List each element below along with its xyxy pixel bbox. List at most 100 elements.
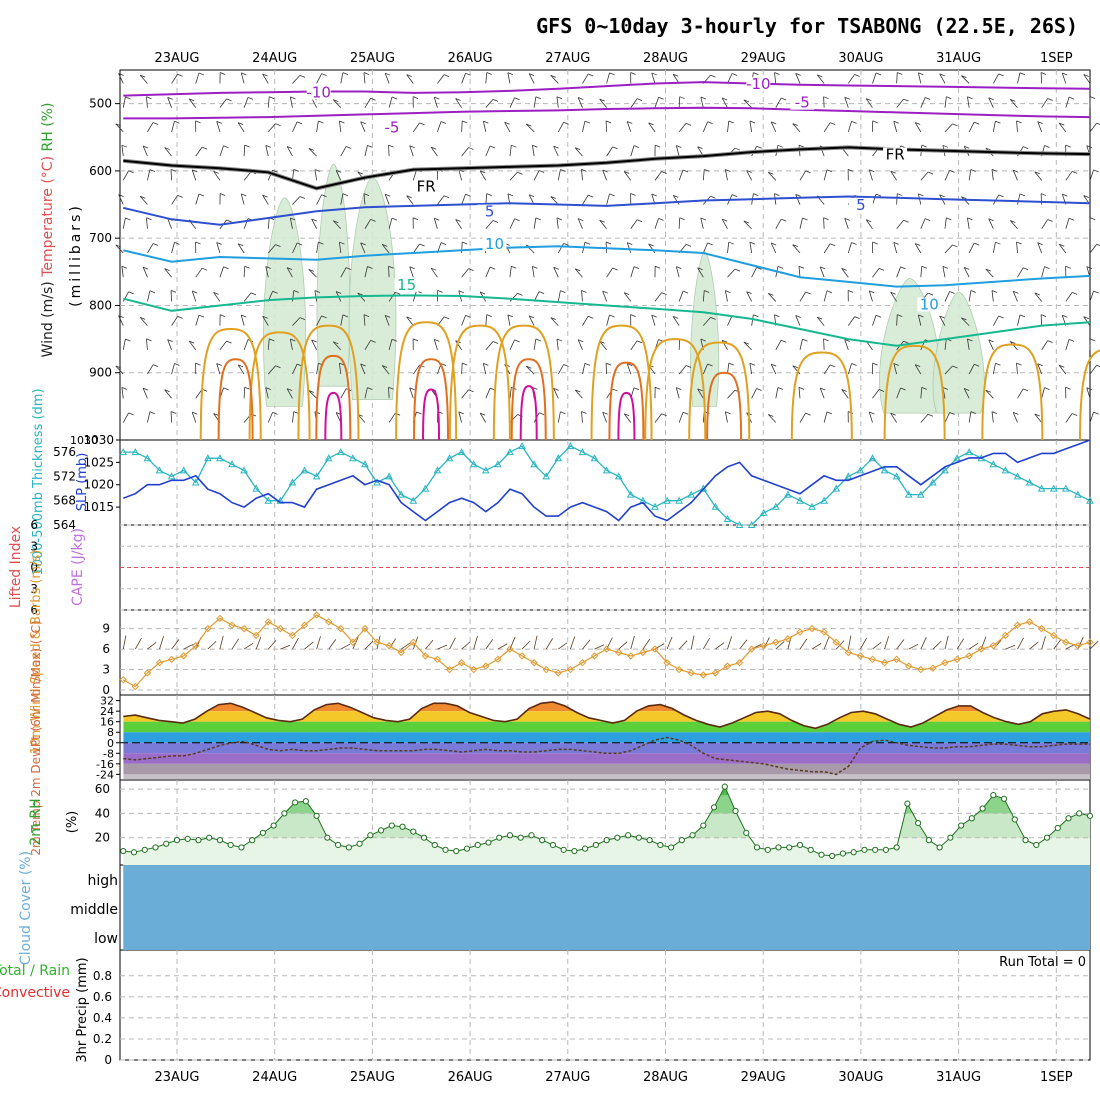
- wind-speed-marker: [917, 665, 925, 674]
- thickness-marker: [868, 454, 877, 462]
- wind-speed-marker: [445, 665, 454, 674]
- thickness-marker: [300, 466, 309, 474]
- wind-barb-10m: [147, 641, 157, 650]
- wind-barb-flag: [700, 96, 706, 100]
- rh-marker: [238, 844, 245, 851]
- wind-barb-staff: [581, 169, 583, 181]
- wind-barb-staff: [770, 242, 777, 254]
- date-label-bottom: 25AUG: [350, 1070, 395, 1085]
- wind-barb-staff: [1040, 72, 1043, 84]
- thickness-marker: [312, 472, 321, 480]
- wind-barb-flag: [893, 120, 899, 124]
- cloud-layer-label: middle: [70, 902, 118, 918]
- wind-barb-flag: [486, 193, 492, 196]
- wind-barb-staff: [678, 338, 681, 350]
- wind-barb-flag: [756, 145, 762, 149]
- rh-marker: [775, 844, 782, 851]
- wind-speed-marker: [421, 652, 430, 660]
- wind-barb-10m: [823, 636, 830, 650]
- wind-barb-flag: [216, 363, 222, 366]
- rh-marker: [990, 792, 997, 799]
- temp-band: [123, 732, 1090, 743]
- wind-barb-staff: [243, 97, 249, 108]
- wind-speed-marker: [361, 624, 369, 633]
- wind-barb-staff: [743, 341, 752, 351]
- wind-barb-flag: [627, 242, 633, 245]
- wind-barb-flag: [602, 411, 608, 415]
- wind-barb-flag: [685, 122, 692, 126]
- contour-label: 5: [856, 196, 866, 214]
- wind-barb-staff: [292, 242, 298, 254]
- wind-barb-flag: [416, 411, 422, 415]
- wind-barb-flag: [985, 147, 991, 151]
- wind-barb-10m: [207, 640, 217, 650]
- wind-barb-flag: [1010, 98, 1016, 102]
- wind-barb-staff: [626, 363, 632, 375]
- wind-barb-flag: [198, 193, 205, 197]
- wind-barb-flag: [890, 291, 896, 295]
- wind-barb-staff: [944, 123, 953, 133]
- wind-barb-staff: [968, 242, 975, 254]
- thickness-marker: [228, 460, 236, 468]
- contour-label: FR: [417, 178, 436, 196]
- wind-barb-staff: [195, 72, 200, 84]
- wind-barb-staff: [142, 145, 148, 157]
- wind-barb-staff: [917, 314, 922, 326]
- wind-barb-flag: [875, 314, 882, 318]
- thickness-marker: [518, 442, 526, 450]
- wind-barb-staff: [461, 241, 463, 254]
- isotherm-loop-20: [448, 324, 511, 441]
- wind-barb-flag: [293, 290, 299, 293]
- wind-barb-flag: [142, 387, 149, 391]
- wind-speed-marker: [300, 621, 309, 629]
- run-total-label: Run Total = 0: [999, 955, 1086, 970]
- wind-barb-flag: [1090, 96, 1096, 100]
- rh-fill-band: [720, 786, 729, 796]
- date-label-bottom: 27AUG: [545, 1070, 590, 1085]
- wind-barb-staff: [171, 195, 178, 205]
- wind-barb-staff: [339, 242, 342, 254]
- wind-barb-flag: [897, 193, 903, 196]
- wind-barb-10m: [521, 640, 531, 650]
- wind-barb-staff: [262, 194, 269, 205]
- wind-barb-staff: [213, 292, 221, 302]
- isotherm-loop-30: [422, 388, 441, 441]
- wind-barb-flag: [921, 144, 927, 148]
- wind-barb-flag: [262, 194, 268, 198]
- wind-barb-staff: [581, 290, 583, 302]
- wind-barb-flag: [774, 193, 780, 196]
- wind-barb-flag: [532, 387, 538, 390]
- wind-barb-flag: [115, 244, 121, 248]
- wind-barb-staff: [412, 169, 417, 181]
- temp-band: [123, 742, 1090, 754]
- wind-speed-marker: [167, 655, 176, 664]
- wind-barb-flag: [648, 122, 654, 126]
- wind-barb-staff: [963, 267, 970, 278]
- wind-barb-staff: [944, 217, 947, 229]
- wind-barb-flag: [731, 73, 738, 76]
- wind-barb-staff: [1065, 413, 1073, 423]
- wind-barb-staff: [526, 123, 535, 133]
- wind-barb-flag: [903, 340, 909, 344]
- thickness-series: [123, 445, 1091, 526]
- pressure-tick-label: 600: [89, 164, 112, 178]
- wind-barb-staff: [991, 169, 994, 181]
- wind-barb-flag: [412, 338, 419, 342]
- wind-barb-staff: [437, 74, 445, 84]
- thickness-tick-label: 564: [53, 518, 76, 532]
- wind-barb-flag: [627, 363, 633, 367]
- wind-barb-staff: [1012, 291, 1018, 302]
- wind-barb-flag: [192, 411, 198, 415]
- date-label-bottom: 26AUG: [448, 1070, 493, 1085]
- temp-tick-label: 16: [100, 716, 114, 729]
- wind-barb-staff: [823, 338, 825, 350]
- wind-barb-staff: [582, 194, 589, 205]
- wind-barb-flag: [721, 218, 728, 222]
- wind-speed-marker: [312, 611, 321, 619]
- rh-marker: [249, 837, 256, 844]
- wind-barb-flag: [118, 73, 124, 76]
- rh-marker: [1065, 815, 1072, 822]
- contour-label: 15: [397, 276, 416, 294]
- wind-barb-flag: [658, 217, 664, 221]
- wind-barb-staff: [896, 387, 901, 399]
